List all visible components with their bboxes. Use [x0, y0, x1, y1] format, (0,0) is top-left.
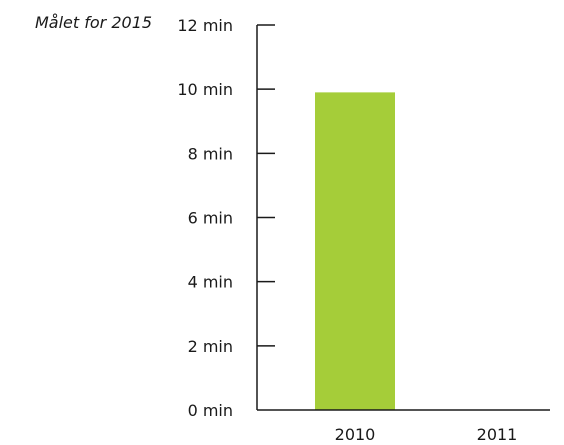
- y-tick-label: 2 min: [188, 337, 233, 356]
- y-axis: 0 min 2 min 4 min 6 min 8 min 10 min 12 min: [177, 16, 275, 420]
- goal-annotation: Målet for 2015: [35, 13, 152, 32]
- y-tick-label: 8 min: [188, 144, 233, 163]
- y-tick-label: 10 min: [177, 80, 233, 99]
- y-tick-label: 4 min: [188, 273, 233, 292]
- y-tick-label: 6 min: [188, 209, 233, 228]
- x-axis: 2010 2011: [257, 409, 550, 444]
- y-tick-label: 0 min: [188, 401, 233, 420]
- bar-2010: [315, 92, 395, 410]
- bars: [315, 92, 395, 410]
- x-tick-label: 2010: [335, 425, 376, 444]
- x-tick-label: 2011: [477, 425, 518, 444]
- y-tick-label: 12 min: [177, 16, 233, 35]
